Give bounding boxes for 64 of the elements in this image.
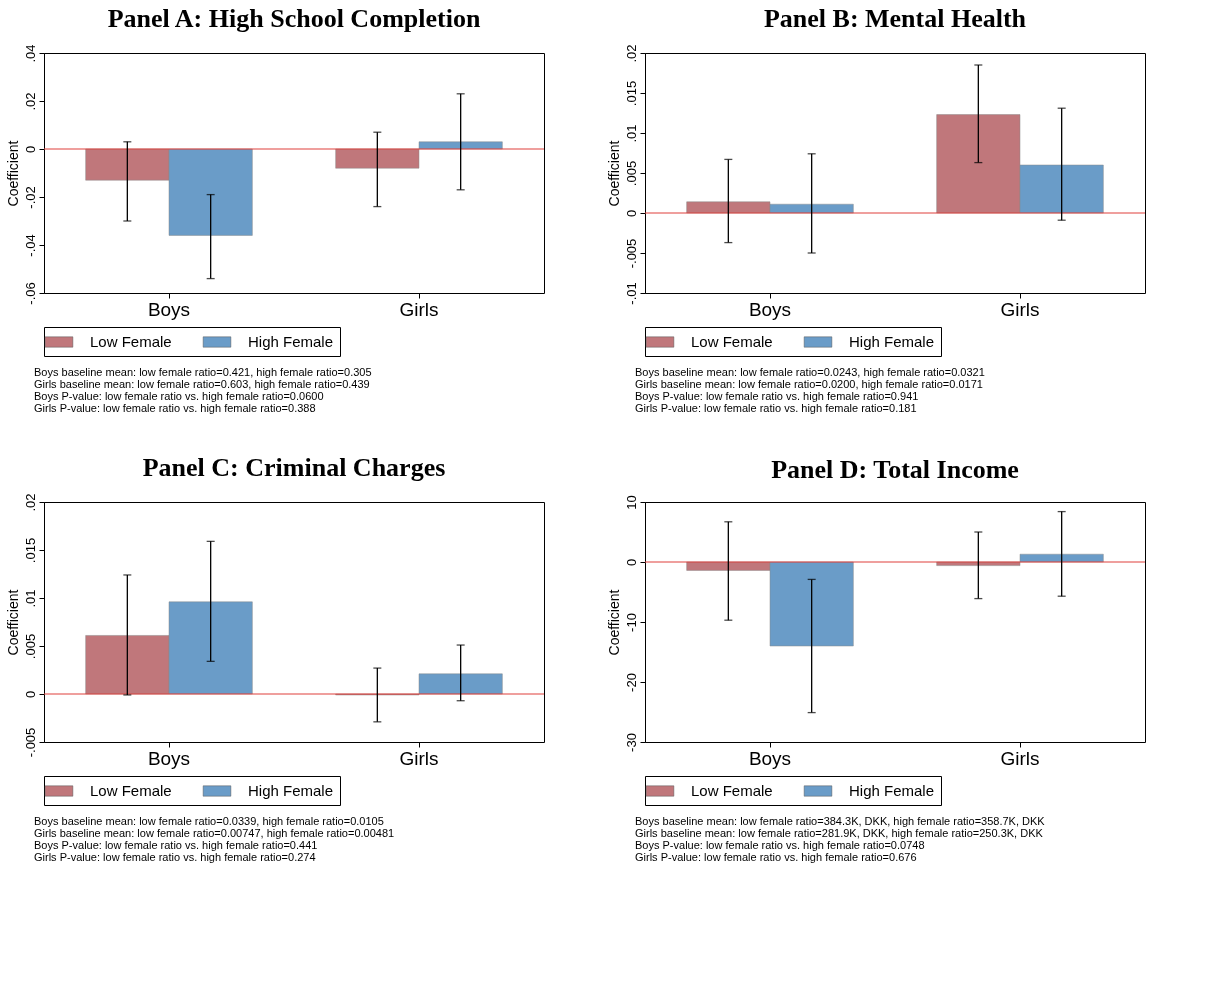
y-tick-label: -30	[623, 733, 639, 752]
y-tick-label: -.005	[22, 727, 38, 758]
y-tick-label: .04	[22, 44, 38, 63]
x-tick-label: Boys	[147, 298, 191, 320]
y-tick-label: -.02	[22, 186, 38, 209]
x-tick-label: Girls	[1000, 298, 1040, 320]
y-tick-label: .01	[623, 124, 639, 143]
y-axis-title: Coefficient	[4, 589, 21, 656]
y-tick-label: 10	[623, 495, 639, 510]
y-tick-label: 0	[623, 558, 639, 567]
chart-title: Panel D: Total Income	[771, 454, 1019, 484]
text: Boys baseline mean: low female ratio=0.421, high female ratio=0.305	[34, 366, 372, 378]
chart-title: Panel A: High School Completion	[107, 3, 481, 33]
y-tick-label: -20	[623, 673, 639, 692]
y-tick-label: 0	[22, 145, 38, 154]
y-axis-title: Coefficient	[4, 140, 21, 207]
text: Boys baseline mean: low female ratio=0.0339, high female ratio=0.0105	[34, 815, 384, 827]
x-tick-label: Boys	[147, 747, 191, 769]
text: Girls P-value: low female ratio vs. high female ratio=0.274	[34, 851, 316, 863]
text: Girls P-value: low female ratio vs. high female ratio=0.388	[34, 402, 316, 414]
y-tick-label: -.06	[22, 282, 38, 305]
x-tick-label: Girls	[399, 747, 439, 769]
text: Girls P-value: low female ratio vs. high female ratio=0.181	[635, 402, 917, 414]
text: Girls baseline mean: low female ratio=0.00747, high female ratio=0.00481	[34, 827, 395, 839]
y-tick-label: .005	[22, 633, 38, 660]
x-tick-label: Girls	[1000, 747, 1040, 769]
y-tick-label: .02	[22, 493, 38, 512]
chart-title: Panel C: Criminal Charges	[142, 452, 446, 482]
y-axis-title: Coefficient	[605, 140, 622, 207]
y-tick-label: -10	[623, 613, 639, 632]
legend-label: Low Female	[691, 782, 773, 799]
chart-title: Panel B: Mental Health	[763, 3, 1027, 33]
y-tick-label: .015	[22, 537, 38, 564]
y-tick-label: -.04	[22, 234, 38, 257]
legend-label: High Female	[248, 782, 334, 799]
text: Boys P-value: low female ratio vs. high female ratio=0.0748	[635, 839, 925, 851]
y-tick-label: 0	[623, 209, 639, 218]
x-tick-label: Girls	[399, 298, 439, 320]
y-axis-title: Coefficient	[605, 589, 622, 656]
y-tick-label: .005	[623, 160, 639, 187]
y-tick-label: 0	[22, 690, 38, 699]
y-tick-label: .02	[22, 92, 38, 111]
y-tick-label: .02	[623, 44, 639, 63]
legend-label: Low Female	[691, 333, 773, 350]
text: Girls baseline mean: low female ratio=0.0200, high female ratio=0.0171	[635, 378, 983, 390]
legend-label: Low Female	[90, 333, 172, 350]
y-tick-label: -.005	[623, 238, 639, 269]
text: Girls P-value: low female ratio vs. high female ratio=0.676	[635, 851, 917, 863]
text: Boys P-value: low female ratio vs. high female ratio=0.441	[34, 839, 318, 851]
legend-label: High Female	[248, 333, 334, 350]
text: Girls baseline mean: low female ratio=281.9K, DKK, high female ratio=250.3K, DKK	[635, 827, 1044, 839]
text: Girls baseline mean: low female ratio=0.603, high female ratio=0.439	[34, 378, 370, 390]
y-tick-label: -.01	[623, 282, 639, 305]
text: Boys baseline mean: low female ratio=384.3K, DKK, high female ratio=358.7K, DKK	[635, 815, 1046, 827]
y-tick-label: .015	[623, 80, 639, 107]
text: Boys P-value: low female ratio vs. high female ratio=0.941	[635, 390, 919, 402]
x-tick-label: Boys	[748, 747, 792, 769]
text: Boys baseline mean: low female ratio=0.0243, high female ratio=0.0321	[635, 366, 985, 378]
legend-label: High Female	[849, 333, 935, 350]
text: Boys P-value: low female ratio vs. high female ratio=0.0600	[34, 390, 324, 402]
y-tick-label: .01	[22, 589, 38, 608]
x-tick-label: Boys	[748, 298, 792, 320]
legend-label: High Female	[849, 782, 935, 799]
legend-label: Low Female	[90, 782, 172, 799]
